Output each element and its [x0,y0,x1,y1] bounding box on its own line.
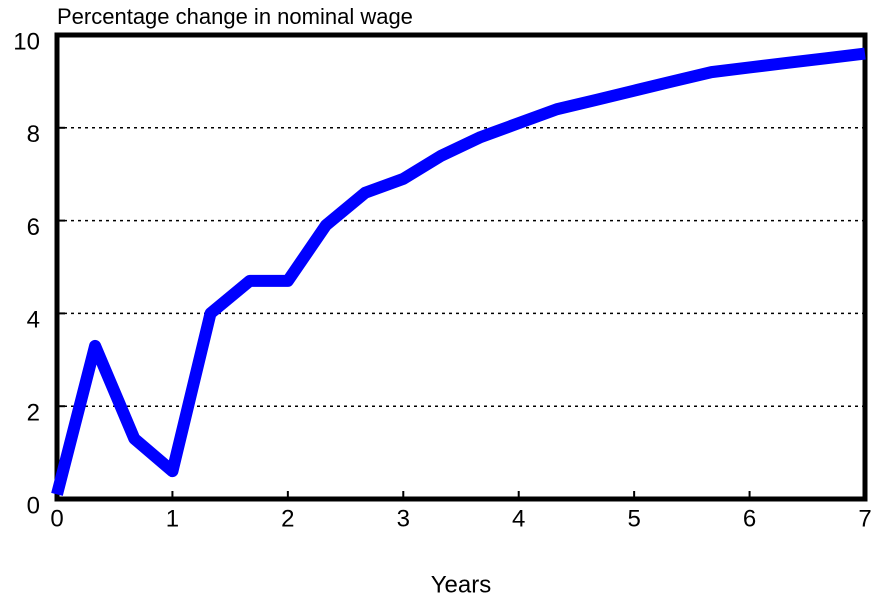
x-tick-label: 3 [397,505,410,532]
x-tick-label: 0 [50,505,63,532]
y-tick-label: 2 [27,400,40,427]
y-tick-label: 4 [27,307,40,334]
x-tick-label: 5 [627,505,640,532]
y-tick-label: 0 [27,492,40,519]
x-tick-label: 4 [512,505,525,532]
plot-frame [54,32,868,502]
chart-title: Percentage change in nominal wage [57,4,413,29]
y-tick-label: 6 [27,214,40,241]
x-tick-label: 1 [166,505,179,532]
x-tick-label: 6 [743,505,756,532]
x-axis-label: Years [431,571,492,598]
x-tick-label: 2 [281,505,294,532]
y-tick-label: 8 [27,121,40,148]
data-line [51,47,866,496]
y-tick-label: 10 [13,28,40,55]
x-tick-label: 7 [858,505,871,532]
